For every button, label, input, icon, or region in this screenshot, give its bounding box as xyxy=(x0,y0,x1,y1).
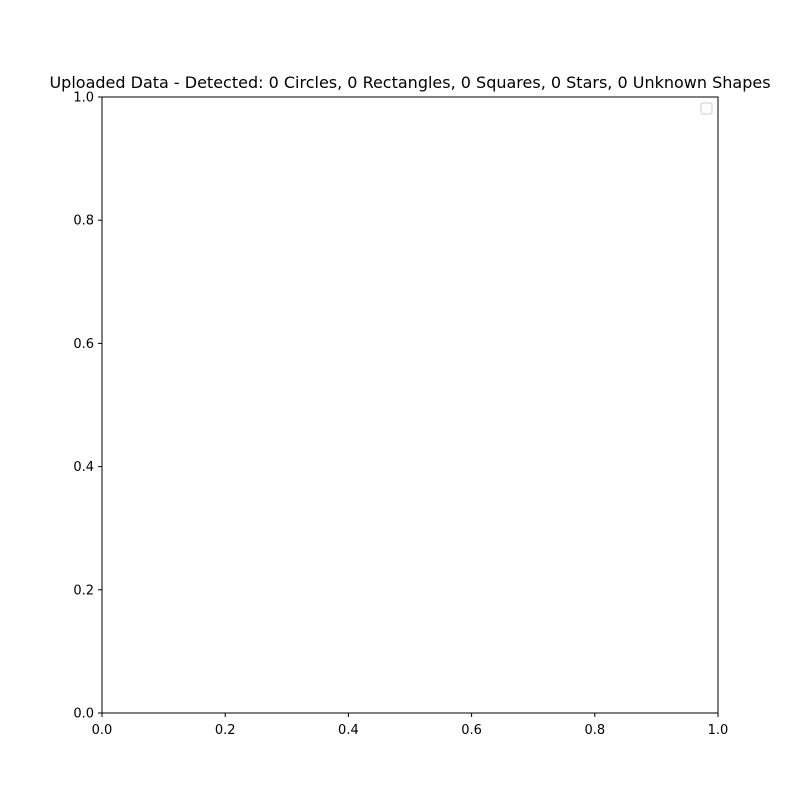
x-tick-label: 0.0 xyxy=(92,723,113,738)
x-tick-label: 0.8 xyxy=(584,723,605,738)
x-axis: 0.0 0.2 0.4 0.6 0.8 1.0 xyxy=(92,713,729,738)
y-tick-label: 0.4 xyxy=(73,460,94,475)
plot-area xyxy=(101,96,719,714)
y-tick-label: 0.6 xyxy=(73,337,94,352)
y-tick-label: 0.2 xyxy=(73,583,94,598)
x-tick-label: 0.2 xyxy=(215,723,236,738)
y-tick-label: 0.8 xyxy=(73,214,94,229)
y-tick-label: 0.0 xyxy=(73,707,94,722)
legend-box xyxy=(700,102,713,115)
x-tick-label: 0.6 xyxy=(461,723,482,738)
chart-title: Uploaded Data - Detected: 0 Circles, 0 R… xyxy=(49,73,770,92)
y-axis: 0.0 0.2 0.4 0.6 0.8 1.0 xyxy=(73,91,102,722)
y-tick-label: 1.0 xyxy=(73,91,94,106)
x-tick-label: 1.0 xyxy=(708,723,729,738)
x-tick-label: 0.4 xyxy=(338,723,359,738)
